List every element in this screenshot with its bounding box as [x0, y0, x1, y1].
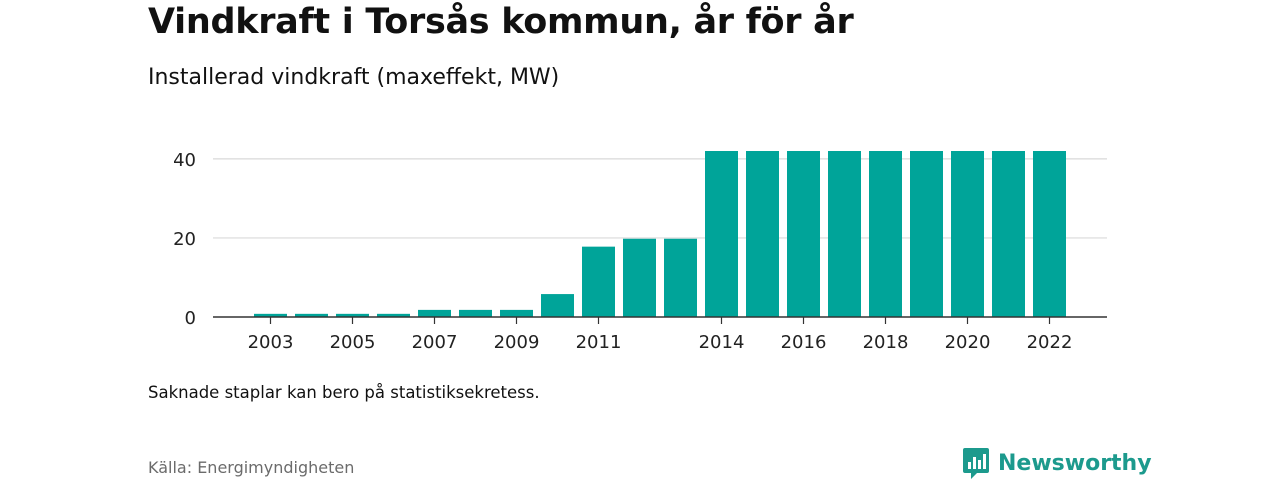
y-tick-label: 0	[185, 308, 196, 329]
bar	[746, 151, 779, 317]
bar	[254, 313, 287, 317]
bar	[664, 238, 697, 317]
y-tick-label: 40	[173, 150, 196, 171]
chart-subtitle: Installerad vindkraft (maxeffekt, MW)	[148, 65, 560, 90]
y-tick-label: 20	[173, 229, 196, 250]
bar	[828, 151, 861, 317]
x-tick-label: 2003	[248, 332, 294, 353]
x-tick-label: 2022	[1027, 332, 1073, 353]
bar	[459, 309, 492, 317]
brand-name: Newsworthy	[998, 450, 1152, 476]
bar	[705, 151, 738, 317]
x-tick-label: 2009	[494, 332, 540, 353]
x-tick-label: 2020	[945, 332, 991, 353]
source-text: Källa: Energimyndigheten	[148, 458, 355, 477]
x-tick-label: 2007	[412, 332, 458, 353]
x-tick-label: 2011	[576, 332, 622, 353]
x-tick-label: 2005	[330, 332, 376, 353]
bar	[992, 151, 1025, 317]
brand-logo[interactable]: Newsworthy	[962, 446, 1152, 480]
bar	[377, 313, 410, 317]
bar	[623, 238, 656, 317]
bar	[541, 294, 574, 317]
bar	[910, 151, 943, 317]
bar	[787, 151, 820, 317]
bar	[336, 313, 369, 317]
bar	[418, 309, 451, 317]
bar	[869, 151, 902, 317]
x-tick-label: 2018	[863, 332, 909, 353]
bar	[582, 246, 615, 317]
bar	[500, 309, 533, 317]
chart-title: Vindkraft i Torsås kommun, år för år	[148, 2, 854, 42]
x-tick-label: 2014	[699, 332, 745, 353]
bar	[295, 313, 328, 317]
bar	[1033, 151, 1066, 317]
newsworthy-logo-icon	[963, 448, 989, 479]
footnote: Saknade staplar kan bero på statistiksek…	[148, 383, 540, 402]
x-tick-label: 2016	[781, 332, 827, 353]
bar	[951, 151, 984, 317]
